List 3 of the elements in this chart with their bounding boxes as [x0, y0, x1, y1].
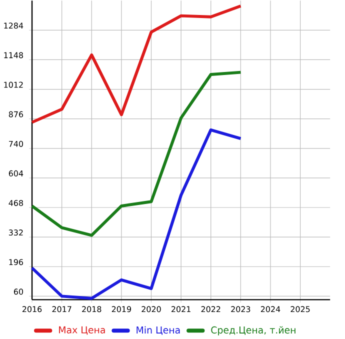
legend-label: Min Цена: [136, 326, 180, 335]
legend-label: Max Цена: [59, 326, 105, 335]
legend-label: Сред.Цена, т.йен: [211, 326, 296, 336]
